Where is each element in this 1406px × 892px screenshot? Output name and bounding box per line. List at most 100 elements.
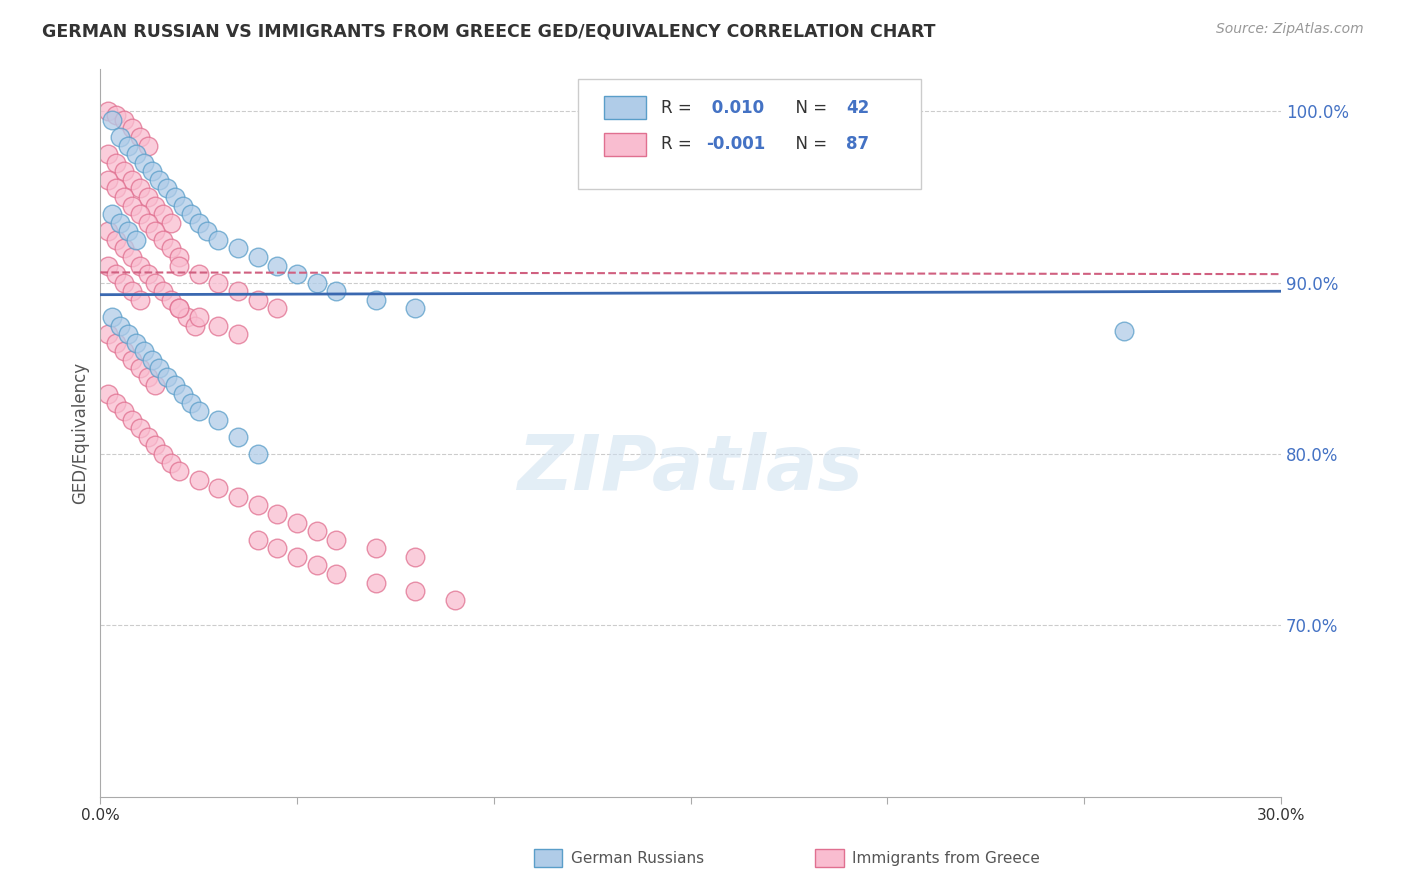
Point: [108, 130, 131, 145]
Point: [172, 198, 194, 212]
Point: [101, 112, 124, 127]
Point: [136, 190, 159, 204]
Point: [156, 181, 179, 195]
Point: [266, 507, 288, 521]
Point: [125, 233, 148, 247]
Point: [1112, 324, 1135, 338]
FancyBboxPatch shape: [605, 96, 645, 120]
Point: [105, 395, 128, 409]
Point: [112, 344, 135, 359]
Point: [145, 276, 167, 290]
Point: [101, 207, 124, 221]
Point: [226, 285, 249, 299]
Point: [305, 276, 328, 290]
Point: [112, 276, 135, 290]
Point: [105, 155, 128, 169]
Point: [105, 267, 128, 281]
Point: [226, 241, 249, 255]
Text: N =: N =: [785, 99, 832, 117]
Point: [132, 155, 155, 169]
Point: [364, 541, 387, 556]
Point: [136, 370, 159, 384]
Point: [152, 233, 174, 247]
Point: [97, 173, 120, 187]
Point: [226, 490, 249, 504]
Point: [165, 378, 187, 392]
Point: [128, 207, 150, 221]
Point: [101, 310, 124, 324]
Point: [187, 216, 209, 230]
Point: [165, 190, 187, 204]
Point: [187, 473, 209, 487]
Point: [105, 181, 128, 195]
Point: [117, 224, 139, 238]
Point: [125, 147, 148, 161]
Point: [97, 259, 120, 273]
Point: [145, 224, 167, 238]
Point: [187, 404, 209, 418]
Point: [145, 198, 167, 212]
Point: [285, 516, 308, 530]
Point: [207, 413, 229, 427]
Text: Immigrants from Greece: Immigrants from Greece: [852, 851, 1040, 865]
Point: [97, 224, 120, 238]
Point: [160, 456, 183, 470]
Point: [136, 138, 159, 153]
Point: [187, 267, 209, 281]
Point: [404, 584, 426, 599]
Point: [152, 447, 174, 461]
Point: [128, 181, 150, 195]
Y-axis label: GED/Equivalency: GED/Equivalency: [72, 361, 89, 504]
Point: [136, 267, 159, 281]
Point: [148, 361, 170, 376]
Point: [121, 250, 143, 264]
Point: [160, 241, 183, 255]
Point: [226, 327, 249, 342]
Text: N =: N =: [785, 136, 832, 153]
Point: [145, 378, 167, 392]
Point: [160, 293, 183, 307]
Point: [207, 233, 229, 247]
Point: [160, 216, 183, 230]
Point: [97, 327, 120, 342]
Point: [187, 310, 209, 324]
Point: [246, 447, 269, 461]
FancyBboxPatch shape: [605, 133, 645, 156]
Point: [285, 549, 308, 564]
Point: [266, 259, 288, 273]
Point: [167, 259, 190, 273]
Point: [108, 318, 131, 333]
Point: [112, 164, 135, 178]
Point: [97, 104, 120, 119]
Point: [112, 404, 135, 418]
Point: [246, 293, 269, 307]
Point: [195, 224, 218, 238]
Point: [285, 267, 308, 281]
Point: [145, 438, 167, 452]
Point: [176, 310, 198, 324]
Point: [266, 541, 288, 556]
Point: [108, 216, 131, 230]
Point: [325, 533, 347, 547]
Point: [184, 318, 207, 333]
Point: [364, 293, 387, 307]
Point: [128, 421, 150, 435]
Point: [136, 430, 159, 444]
Text: German Russians: German Russians: [571, 851, 704, 865]
Text: ZIPatlas: ZIPatlas: [517, 432, 863, 506]
Text: 87: 87: [846, 136, 870, 153]
Point: [152, 207, 174, 221]
Point: [325, 566, 347, 581]
Text: 0.010: 0.010: [706, 99, 763, 117]
Point: [180, 207, 202, 221]
Point: [207, 318, 229, 333]
Text: R =: R =: [661, 136, 697, 153]
Point: [136, 216, 159, 230]
Point: [105, 335, 128, 350]
Point: [167, 301, 190, 316]
Point: [443, 592, 465, 607]
Point: [207, 481, 229, 495]
Point: [172, 387, 194, 401]
Point: [128, 130, 150, 145]
Point: [141, 164, 163, 178]
